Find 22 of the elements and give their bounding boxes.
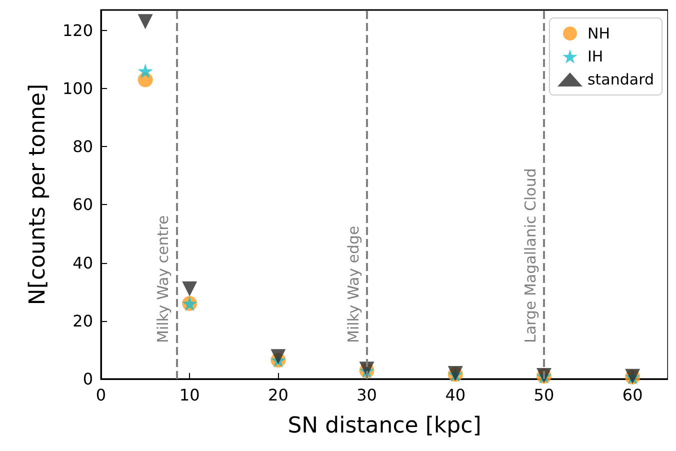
x-axis-title: SN distance [kpc] [288,414,482,438]
ref-line-label: Milky Way edge [344,226,362,343]
legend-label: IH [587,48,604,66]
x-tick-label: 20 [268,386,288,404]
legend-label: NH [587,24,610,42]
legend-label: standard [587,70,654,88]
x-tick-label: 10 [179,386,200,404]
y-axis-title: N[counts per tonne] [26,84,50,306]
ref-line-label: Large Magallanic Cloud [521,168,540,343]
y-tick-label: 0 [82,370,93,388]
y-tick-label: 80 [72,137,93,156]
y-tick-label: 120 [62,20,93,40]
x-tick-label: 30 [356,386,377,404]
x-tick-label: 60 [622,386,643,404]
y-tick-label: 20 [72,311,93,330]
x-tick-label: 0 [96,386,106,404]
y-tick-label: 100 [62,78,93,98]
y-tick-label: 40 [72,253,93,272]
x-tick-label: 40 [445,386,466,404]
x-tick-label: 50 [534,386,554,404]
y-tick-label: 60 [72,195,93,214]
ref-line-label: Milky Way centre [154,215,172,343]
